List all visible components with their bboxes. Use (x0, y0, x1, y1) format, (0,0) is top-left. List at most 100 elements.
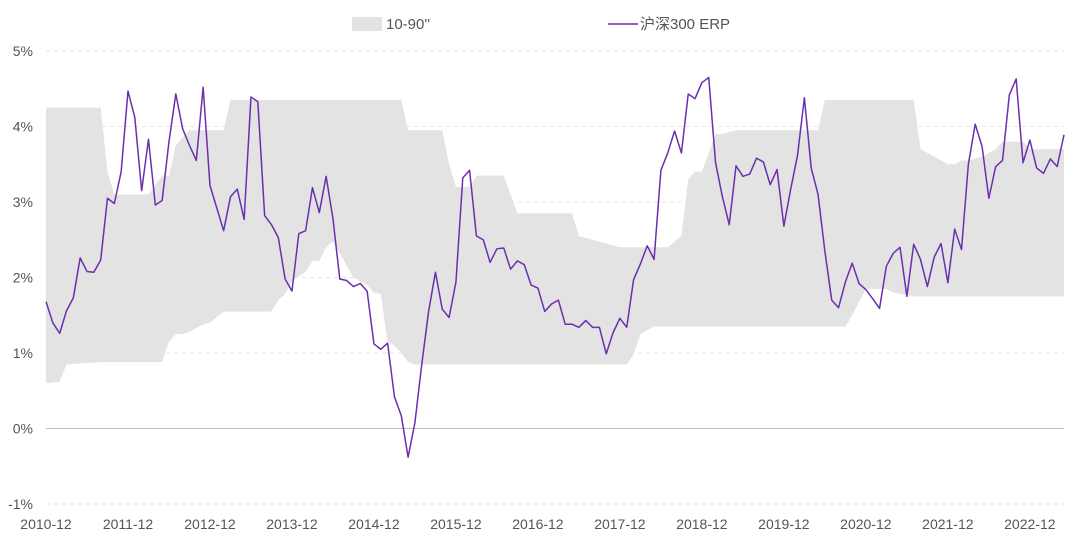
series-point (414, 421, 416, 423)
series-point (65, 310, 67, 312)
series-point (366, 290, 368, 292)
series-point (701, 82, 703, 84)
series-point (851, 262, 853, 264)
series-point (291, 290, 293, 292)
series-point (776, 168, 778, 170)
series-point (571, 323, 573, 325)
series-point (687, 93, 689, 95)
series-point (140, 189, 142, 191)
series-point (332, 217, 334, 219)
series-point (1063, 134, 1065, 136)
x-tick-label: 2010-12 (20, 516, 72, 532)
series-point (885, 265, 887, 267)
series-point (626, 326, 628, 328)
series-point (544, 310, 546, 312)
x-tick-label: 2013-12 (266, 516, 318, 532)
series-point (749, 173, 751, 175)
y-tick-label: 4% (13, 119, 33, 135)
x-tick-label: 2022-12 (1004, 516, 1056, 532)
series-point (550, 303, 552, 305)
series-point (45, 300, 47, 302)
series-point (181, 128, 183, 130)
series-point (516, 260, 518, 262)
series-point (871, 297, 873, 299)
series-point (270, 223, 272, 225)
legend-band-label: 10-90'' (386, 16, 430, 33)
series-point (284, 278, 286, 280)
series-point (755, 157, 757, 159)
series-point (250, 96, 252, 98)
series-point (257, 100, 259, 102)
series-point (762, 161, 764, 163)
series-point (298, 233, 300, 235)
series-point (680, 152, 682, 154)
series-point (803, 97, 805, 99)
series-point (912, 243, 914, 245)
series-point (953, 228, 955, 230)
series-point (810, 167, 812, 169)
series-point (503, 247, 505, 249)
series-point (981, 145, 983, 147)
series-line-csi300-erp (45, 76, 1065, 458)
series-point (646, 245, 648, 247)
series-point (837, 307, 839, 309)
series-point (919, 258, 921, 260)
percentile-band-10-90 (46, 100, 1064, 384)
series-point (421, 363, 423, 365)
series-point (113, 202, 115, 204)
series-point (653, 258, 655, 260)
series-point (79, 257, 81, 259)
series-point (509, 268, 511, 270)
series-point (557, 299, 559, 301)
series-point (728, 223, 730, 225)
series-point (899, 246, 901, 248)
x-tick-label: 2011-12 (103, 516, 154, 532)
series-point (72, 297, 74, 299)
series-point (667, 152, 669, 154)
series-point (947, 282, 949, 284)
series-point (462, 177, 464, 179)
series-point (448, 316, 450, 318)
series-point (721, 196, 723, 198)
series-point (844, 281, 846, 283)
series-point (195, 159, 197, 161)
series-point (926, 285, 928, 287)
series-point (134, 116, 136, 118)
series-point (967, 163, 969, 165)
series-point (632, 279, 634, 281)
series-point (1035, 167, 1037, 169)
series-point (1042, 172, 1044, 174)
series-point (1015, 78, 1017, 80)
series-point (598, 326, 600, 328)
series-point (708, 76, 710, 78)
series-point (933, 256, 935, 258)
series-point (564, 323, 566, 325)
series-point (482, 239, 484, 241)
series-point (1022, 162, 1024, 164)
x-tick-label: 2021-12 (922, 516, 974, 532)
series-point (605, 353, 607, 355)
x-tick-label: 2017-12 (594, 516, 646, 532)
series-point (1056, 165, 1058, 167)
series-point (639, 263, 641, 265)
y-tick-label: 3% (13, 194, 33, 210)
series-point (824, 250, 826, 252)
series-point (994, 165, 996, 167)
series-point (400, 414, 402, 416)
series-point (318, 211, 320, 213)
series-point (52, 322, 54, 324)
x-axis-ticks: 2010-12 2011-12 2012-12 2013-12 2014-12 2015-… (20, 516, 1055, 532)
series-point (380, 348, 382, 350)
series-point (468, 169, 470, 171)
series-point (352, 285, 354, 287)
y-tick-label: -1% (8, 496, 33, 512)
series-point (120, 171, 122, 173)
series-point (694, 97, 696, 99)
series-point (578, 326, 580, 328)
x-tick-label: 2020-12 (840, 516, 892, 532)
series-point (796, 154, 798, 156)
series-point (769, 183, 771, 185)
series-point (878, 307, 880, 309)
legend-band-swatch (352, 17, 382, 31)
legend-line-label: 沪深300 ERP (640, 16, 730, 33)
